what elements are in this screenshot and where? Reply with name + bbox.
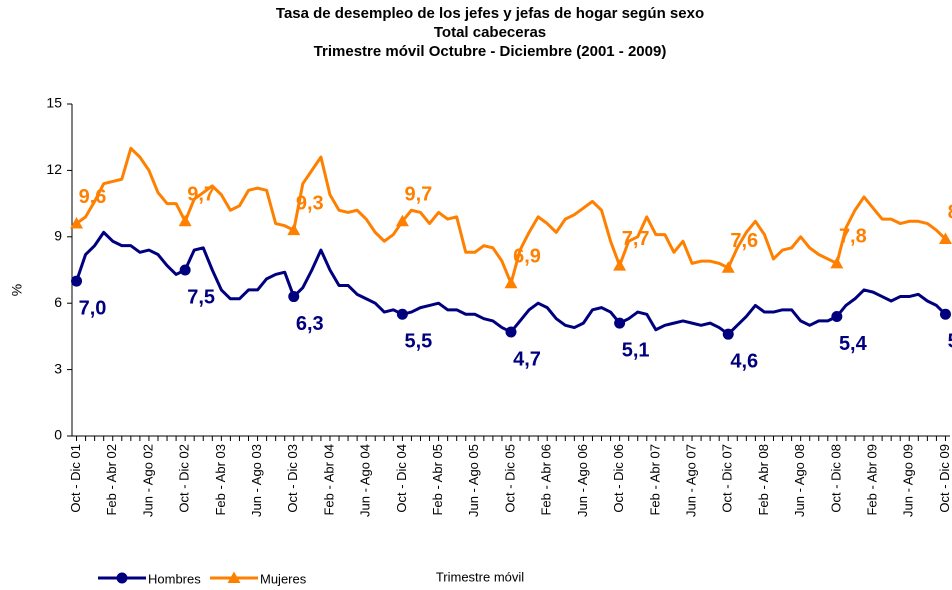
chart-subtitle: Total cabeceras <box>434 24 546 41</box>
x-tick-label: Oct - Dic 05 <box>502 444 517 513</box>
y-tick-label: 12 <box>46 161 62 177</box>
legend-marker <box>227 571 241 583</box>
x-tick-label: Feb - Abr 09 <box>864 444 879 516</box>
data-label: 7,7 <box>622 228 650 250</box>
data-point <box>613 259 627 271</box>
x-tick-label: Oct - Dic 06 <box>611 444 626 513</box>
x-tick-label: Jun - Ago 02 <box>140 444 155 517</box>
y-tick-label: 6 <box>54 294 62 310</box>
x-tick-label: Jun - Ago 08 <box>792 444 807 517</box>
x-tick-label: Feb - Abr 03 <box>213 444 228 516</box>
data-point <box>288 291 300 303</box>
data-point <box>395 214 409 227</box>
data-label: 8,9 <box>948 201 952 223</box>
x-tick-label: Feb - Abr 02 <box>104 444 119 516</box>
data-label: 9,6 <box>79 186 107 208</box>
data-point <box>396 308 408 320</box>
data-point <box>70 217 84 229</box>
data-point <box>722 328 734 340</box>
data-point <box>939 308 951 320</box>
x-tick-label: Jun - Ago 07 <box>683 444 698 517</box>
x-tick-label: Feb - Abr 04 <box>321 444 336 516</box>
x-tick-label: Feb - Abr 08 <box>756 444 771 516</box>
data-point <box>938 232 952 245</box>
x-tick-label: Oct - Dic 09 <box>937 444 952 513</box>
x-tick-label: Oct - Dic 04 <box>394 444 409 513</box>
chart-title: Tasa de desempleo de los jefes y jefas d… <box>276 5 704 22</box>
legend-label: Mujeres <box>260 571 307 586</box>
data-point <box>287 223 301 236</box>
y-tick-label: 3 <box>54 360 62 376</box>
data-label: 4,6 <box>730 350 758 372</box>
x-tick-label: Oct - Dic 08 <box>828 444 843 513</box>
legend-marker <box>116 572 128 584</box>
data-point <box>505 326 517 338</box>
chart-subtitle: Trimestre móvil Octubre - Diciembre (200… <box>314 43 667 60</box>
x-tick-label: Feb - Abr 07 <box>647 444 662 516</box>
data-point <box>831 310 843 322</box>
data-label: 5,5 <box>948 331 952 353</box>
data-label: 9,7 <box>187 184 215 206</box>
x-axis-title: Trimestre móvil <box>436 569 524 584</box>
data-point <box>830 256 844 269</box>
y-tick-label: 0 <box>54 427 62 443</box>
y-tick-label: 15 <box>46 95 62 111</box>
data-point <box>721 261 735 273</box>
y-tick-label: 9 <box>54 228 62 244</box>
x-tick-label: Jun - Ago 04 <box>358 444 373 517</box>
data-label: 9,7 <box>404 184 432 206</box>
data-label: 6,3 <box>296 313 324 335</box>
data-label: 5,1 <box>622 339 650 361</box>
x-tick-label: Feb - Abr 05 <box>430 444 445 516</box>
data-point <box>71 275 83 287</box>
series-line <box>75 146 947 285</box>
y-axis-title: % <box>9 284 25 296</box>
x-tick-label: Oct - Dic 02 <box>177 444 192 513</box>
x-tick-label: Oct - Dic 03 <box>285 444 300 513</box>
data-label: 7,8 <box>839 226 867 248</box>
data-point <box>614 317 626 329</box>
x-tick-label: Feb - Abr 06 <box>539 444 554 516</box>
data-label: 7,6 <box>730 230 758 252</box>
data-label: 5,5 <box>404 331 432 353</box>
data-label: 7,5 <box>187 286 215 308</box>
x-tick-label: Oct - Dic 01 <box>68 444 83 513</box>
data-label: 7,0 <box>79 297 107 319</box>
data-point <box>178 214 192 227</box>
x-tick-label: Jun - Ago 05 <box>466 444 481 517</box>
x-tick-label: Jun - Ago 09 <box>901 444 916 517</box>
data-label: 9,3 <box>296 192 324 214</box>
x-tick-label: Jun - Ago 03 <box>249 444 264 517</box>
data-label: 4,7 <box>513 348 541 370</box>
data-point <box>179 264 191 276</box>
data-label: 5,4 <box>839 333 868 355</box>
x-tick-label: Jun - Ago 06 <box>575 444 590 517</box>
data-point <box>504 276 518 289</box>
data-label: 6,9 <box>513 246 541 268</box>
x-tick-label: Oct - Dic 07 <box>720 444 735 513</box>
legend-label: Hombres <box>148 571 201 586</box>
